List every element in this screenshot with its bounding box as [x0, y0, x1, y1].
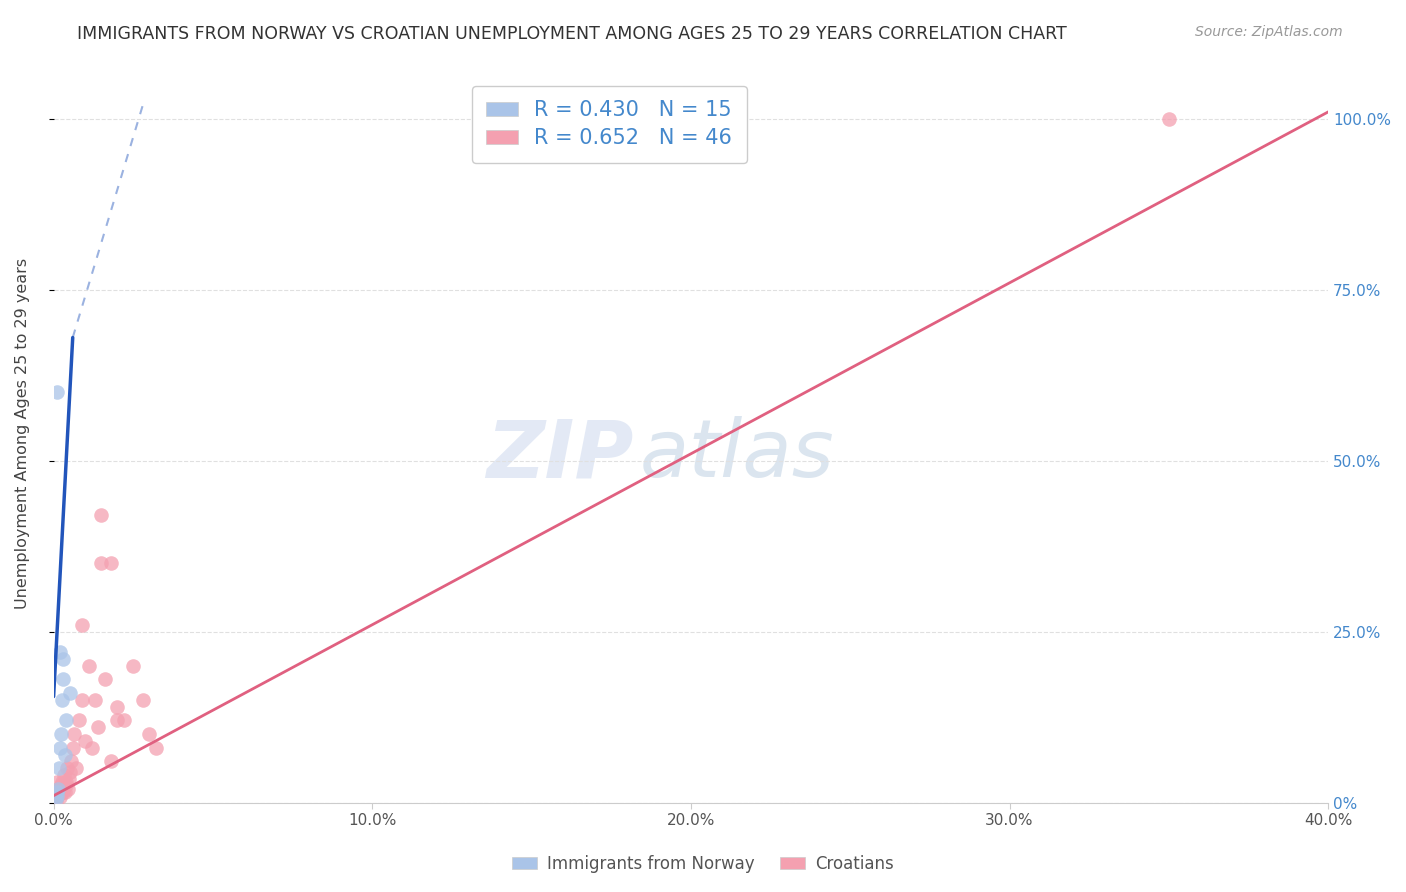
Point	[46, 785, 69, 799]
Point	[52, 652, 75, 666]
Point	[100, 755, 122, 769]
Y-axis label: Unemployment Among Ages 25 to 29 years: Unemployment Among Ages 25 to 29 years	[15, 258, 30, 609]
Point	[65, 761, 87, 775]
Text: atlas: atlas	[640, 417, 835, 494]
Point	[55, 775, 77, 789]
Point	[90, 508, 112, 523]
Point	[45, 790, 67, 805]
Text: ZIP: ZIP	[486, 417, 634, 494]
Text: Source: ZipAtlas.com: Source: ZipAtlas.com	[1195, 25, 1343, 39]
Point	[56, 781, 79, 796]
Point	[1157, 112, 1180, 126]
Point	[105, 699, 128, 714]
Point	[49, 790, 72, 805]
Point	[44, 792, 66, 806]
Point	[55, 779, 77, 793]
Point	[46, 785, 69, 799]
Point	[87, 720, 110, 734]
Point	[49, 645, 72, 659]
Point	[58, 764, 80, 779]
Point	[56, 761, 79, 775]
Legend: Immigrants from Norway, Croatians: Immigrants from Norway, Croatians	[506, 848, 900, 880]
Point	[48, 781, 70, 796]
Point	[58, 686, 80, 700]
Point	[67, 714, 90, 728]
Point	[58, 772, 80, 786]
Legend: R = 0.430   N = 15, R = 0.652   N = 46: R = 0.430 N = 15, R = 0.652 N = 46	[472, 86, 747, 163]
Point	[72, 693, 94, 707]
Point	[48, 781, 70, 796]
Point	[62, 740, 84, 755]
Point	[48, 761, 70, 775]
Point	[51, 775, 73, 789]
Point	[93, 673, 115, 687]
Point	[51, 673, 73, 687]
Point	[49, 740, 72, 755]
Point	[49, 727, 72, 741]
Point	[75, 734, 97, 748]
Point	[49, 779, 72, 793]
Point	[112, 714, 135, 728]
Point	[145, 740, 167, 755]
Point	[45, 789, 67, 803]
Point	[46, 385, 69, 400]
Point	[45, 789, 67, 803]
Point	[122, 658, 145, 673]
Point	[138, 727, 160, 741]
Point	[53, 785, 76, 799]
Point	[48, 787, 70, 801]
Point	[84, 693, 107, 707]
Point	[52, 781, 75, 796]
Point	[51, 785, 73, 799]
Point	[52, 768, 75, 782]
Point	[63, 727, 86, 741]
Point	[55, 714, 77, 728]
Text: IMMIGRANTS FROM NORWAY VS CROATIAN UNEMPLOYMENT AMONG AGES 25 TO 29 YEARS CORREL: IMMIGRANTS FROM NORWAY VS CROATIAN UNEMP…	[77, 25, 1067, 43]
Point	[100, 556, 122, 570]
Point	[45, 775, 67, 789]
Point	[45, 792, 67, 806]
Point	[53, 747, 76, 762]
Point	[45, 793, 67, 807]
Point	[80, 740, 103, 755]
Point	[72, 617, 94, 632]
Point	[105, 714, 128, 728]
Point	[132, 693, 155, 707]
Point	[90, 556, 112, 570]
Point	[77, 658, 100, 673]
Point	[60, 755, 83, 769]
Point	[51, 693, 73, 707]
